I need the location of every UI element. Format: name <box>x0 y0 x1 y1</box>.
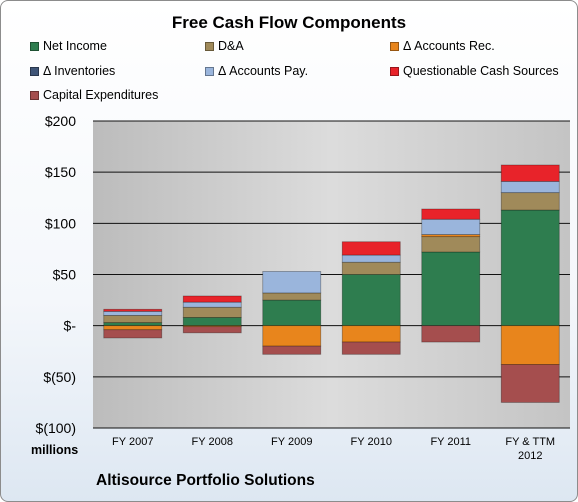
bar-questionable-cash-sources-fy-2008 <box>182 295 242 303</box>
legend-label: D&A <box>218 39 244 53</box>
legend-item-questionable-cash-sources: Questionable Cash Sources <box>390 63 559 79</box>
chart-title: Free Cash Flow Components <box>171 13 407 32</box>
bar-net-income-fy-2009 <box>262 299 322 327</box>
legend-item-d-a: D&A <box>205 38 244 54</box>
legend-swatch <box>30 42 39 51</box>
bar-questionable-cash-sources-fy-2010 <box>341 241 401 256</box>
x-tick-label: FY & TTM 2012 <box>505 436 555 462</box>
legend-label: Net Income <box>43 39 107 53</box>
legend-swatch <box>390 67 399 76</box>
y-tick-label: $(50) <box>43 369 76 385</box>
bar-d-a-fy-2011 <box>421 236 481 253</box>
x-tick-label: FY 2011 <box>430 436 471 448</box>
legend-label: Δ Accounts Rec. <box>403 39 495 53</box>
bar-d-a-fy-ttm-2012 <box>500 192 560 211</box>
y-tick-label: $(100) <box>36 420 76 436</box>
bar-net-income-fy-2010 <box>341 274 401 327</box>
bar-accounts-pay-fy-2007 <box>103 310 163 316</box>
x-tick-label: FY 2009 <box>271 436 312 448</box>
bar-accounts-rec-fy-2010 <box>341 325 401 343</box>
legend-item-net-income: Net Income <box>30 38 107 54</box>
bar-accounts-rec-fy-ttm-2012 <box>500 325 560 365</box>
legend-label: Questionable Cash Sources <box>403 64 559 78</box>
bar-d-a-fy-2008 <box>182 306 242 318</box>
bar-accounts-pay-fy-ttm-2012 <box>500 180 560 194</box>
company-label: Altisource Portfolio Solutions <box>96 472 315 489</box>
bar-capital-expenditures-fy-2009 <box>262 345 322 355</box>
legend-item-accounts-pay: Δ Accounts Pay. <box>205 63 308 79</box>
bar-accounts-pay-fy-2010 <box>341 254 401 263</box>
y-tick-label: $200 <box>45 113 76 129</box>
y-tick-label: $50 <box>53 267 77 283</box>
x-tick-label: FY 2010 <box>351 436 392 448</box>
legend-swatch <box>205 42 214 51</box>
bar-accounts-pay-fy-2009 <box>262 271 322 294</box>
bar-net-income-fy-2007 <box>103 322 163 327</box>
bar-net-income-fy-2011 <box>421 251 481 327</box>
legend-item-accounts-rec: Δ Accounts Rec. <box>390 38 495 54</box>
bar-capital-expenditures-fy-2008 <box>182 326 242 334</box>
bar-accounts-rec-fy-2007 <box>103 325 163 331</box>
bar-questionable-cash-sources-fy-ttm-2012 <box>500 164 560 182</box>
legend-item-capital-expenditures: Capital Expenditures <box>30 87 158 103</box>
bar-d-a-fy-2010 <box>341 261 401 275</box>
legend-swatch <box>390 42 399 51</box>
x-tick-label: FY 2008 <box>192 436 233 448</box>
legend-label: Capital Expenditures <box>43 88 159 102</box>
x-tick-label: FY 2007 <box>112 436 153 448</box>
bar-d-a-fy-2009 <box>262 292 322 301</box>
bar-capital-expenditures-fy-2007 <box>103 329 163 339</box>
legend-swatch <box>205 67 214 76</box>
bar-accounts-pay-fy-2011 <box>421 218 481 235</box>
bar-accounts-pay-fy-2008 <box>182 301 242 308</box>
bar-capital-expenditures-fy-2011 <box>421 325 481 343</box>
legend-item-inventories: Δ Inventories <box>30 63 115 79</box>
legend-label: Δ Accounts Pay. <box>218 64 309 78</box>
bar-accounts-rec-fy-2009 <box>262 325 322 347</box>
bar-questionable-cash-sources-fy-2007 <box>103 308 163 312</box>
legend-swatch <box>30 91 39 100</box>
bar-net-income-fy-ttm-2012 <box>500 209 560 327</box>
bar-d-a-fy-2007 <box>103 315 163 323</box>
bar-capital-expenditures-fy-2010 <box>341 341 401 355</box>
y-tick-label: $- <box>64 318 77 334</box>
y-tick-label: $100 <box>45 215 76 231</box>
y-tick-label: $150 <box>45 164 76 180</box>
bar-capital-expenditures-fy-ttm-2012 <box>500 364 560 403</box>
bar-net-income-fy-2008 <box>182 317 242 327</box>
units-label: millions <box>31 443 79 457</box>
bar-questionable-cash-sources-fy-2011 <box>421 208 481 220</box>
legend-swatch <box>30 67 39 76</box>
legend-label: Δ Inventories <box>43 64 116 78</box>
